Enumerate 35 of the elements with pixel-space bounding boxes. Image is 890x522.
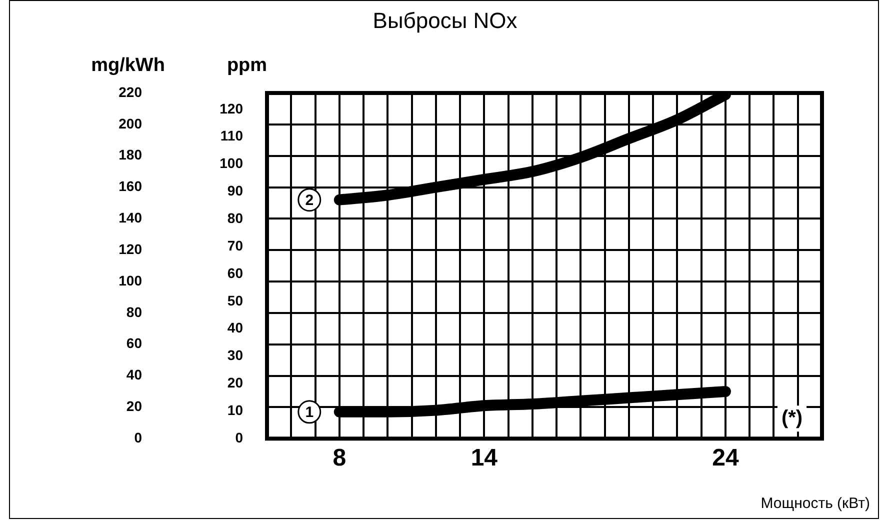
y-tick-label: 90 [227, 182, 244, 199]
x-tick-label: 24 [712, 444, 740, 472]
y-tick-label: 70 [227, 237, 244, 254]
y2-tick-label: 80 [126, 304, 142, 320]
series-label: 1 [305, 404, 314, 422]
y2-tick-label: 160 [118, 178, 142, 194]
y2-tick-label: 0 [134, 429, 142, 446]
y2-tick-label: 120 [118, 240, 142, 257]
y-tick-label: 60 [227, 264, 244, 281]
y2-tick-label: 60 [126, 335, 142, 352]
y-tick-label: 110 [220, 128, 244, 144]
y2-tick-label: 180 [118, 146, 142, 163]
y-tick-label: 80 [227, 210, 244, 226]
y-tick-label: 10 [227, 402, 244, 418]
y-tick-label: 0 [235, 429, 244, 446]
y-axis-title: ppm [226, 55, 268, 76]
x-tick-label: 8 [332, 444, 346, 472]
annotation: (*) [781, 407, 803, 430]
y-tick-label: 20 [227, 374, 244, 391]
y-tick-label: 100 [220, 155, 244, 172]
y2-tick-label: 100 [118, 272, 142, 288]
x-axis-title: Мощность (кВт) [760, 495, 870, 512]
y-tick-label: 120 [220, 100, 244, 116]
y-tick-label: 40 [227, 320, 244, 336]
y-tick-label: 30 [227, 347, 244, 364]
y2-tick-label: 140 [118, 210, 142, 226]
y2-tick-label: 20 [126, 398, 142, 414]
y2-tick-label: 40 [126, 366, 142, 383]
y-tick-label: 50 [227, 292, 244, 308]
x-tick-label: 14 [470, 444, 498, 472]
series-label: 2 [305, 192, 314, 209]
y2-tick-label: 200 [118, 115, 142, 132]
y2-axis-title: mg/kWh [91, 55, 165, 76]
chart-title: Выбросы NOx [372, 8, 518, 34]
y2-tick-label: 220 [118, 84, 142, 100]
